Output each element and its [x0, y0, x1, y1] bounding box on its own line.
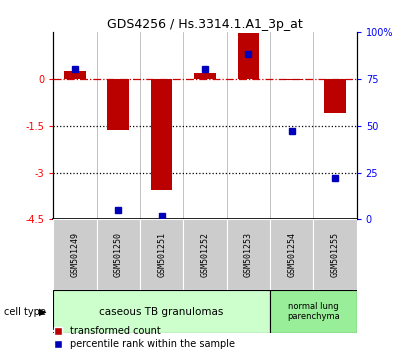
Bar: [270, 290, 356, 333]
Text: cell type: cell type: [4, 307, 46, 316]
Bar: [139, 219, 183, 290]
Bar: [237, 33, 258, 79]
Text: GSM501255: GSM501255: [330, 232, 339, 278]
Bar: [312, 219, 356, 290]
Bar: [270, 219, 312, 290]
Bar: [324, 79, 345, 113]
Legend: transformed count, percentile rank within the sample: transformed count, percentile rank withi…: [54, 326, 234, 349]
Text: GSM501253: GSM501253: [243, 232, 252, 278]
Bar: [226, 219, 270, 290]
Bar: [194, 73, 215, 79]
Bar: [183, 219, 226, 290]
Bar: [53, 290, 270, 333]
Bar: [64, 71, 85, 79]
Text: GSM501252: GSM501252: [200, 232, 209, 278]
Text: GSM501254: GSM501254: [286, 232, 295, 278]
Text: caseous TB granulomas: caseous TB granulomas: [99, 307, 223, 316]
Bar: [53, 219, 97, 290]
Text: GSM501251: GSM501251: [157, 232, 166, 278]
Bar: [151, 79, 172, 190]
Text: normal lung
parenchyma: normal lung parenchyma: [286, 302, 339, 321]
Bar: [107, 79, 129, 130]
Title: GDS4256 / Hs.3314.1.A1_3p_at: GDS4256 / Hs.3314.1.A1_3p_at: [107, 18, 302, 31]
Bar: [97, 219, 139, 290]
Text: GSM501249: GSM501249: [70, 232, 79, 278]
Bar: [280, 79, 302, 80]
Text: ▶: ▶: [39, 307, 47, 316]
Text: GSM501250: GSM501250: [114, 232, 123, 278]
